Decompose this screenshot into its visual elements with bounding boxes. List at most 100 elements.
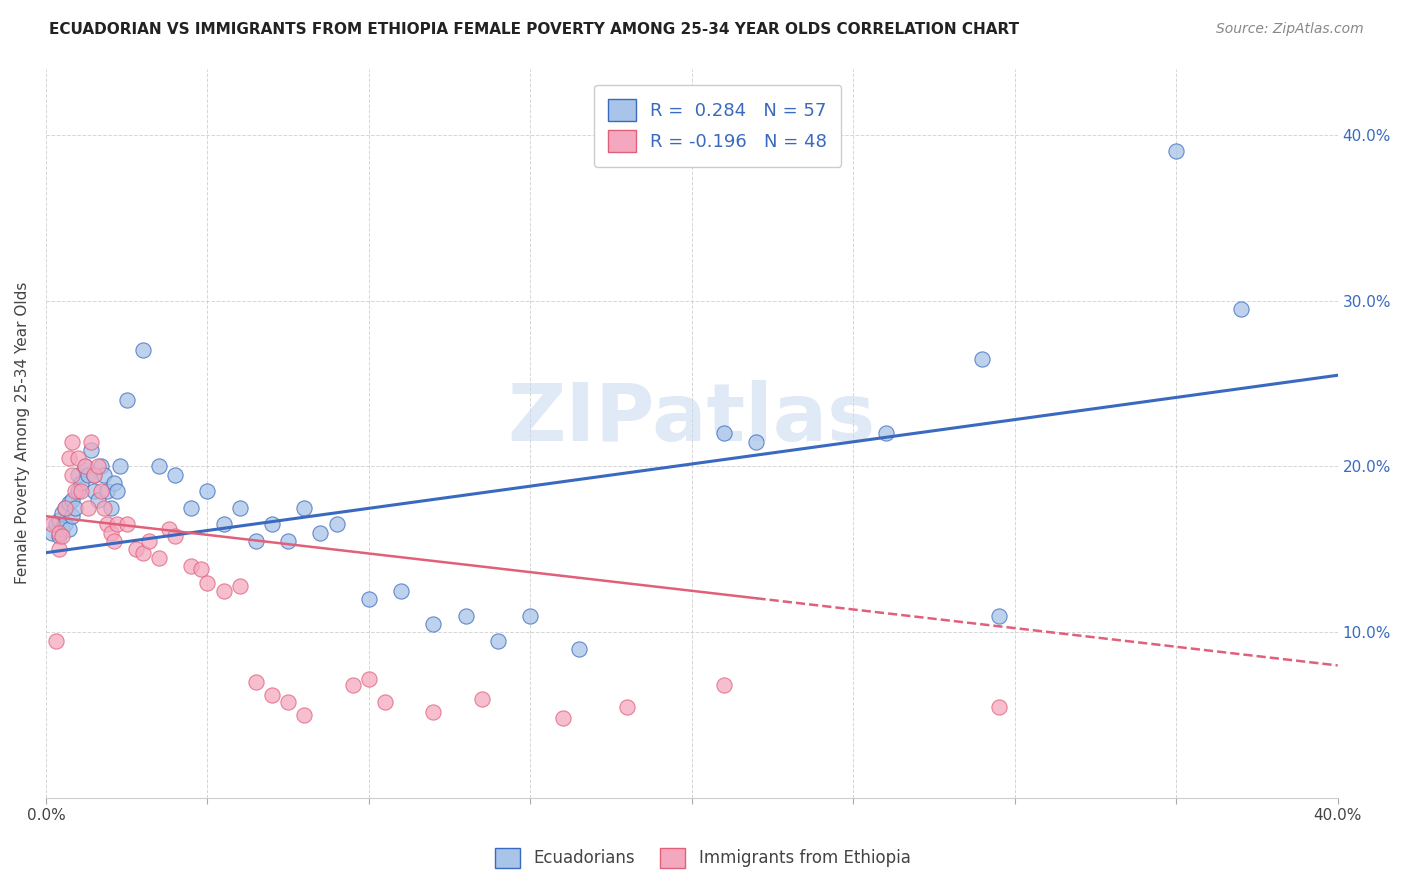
Point: [713, 426, 735, 441]
Point: [422, 705, 444, 719]
Legend: R =  0.284   N = 57, R = -0.196   N = 48: R = 0.284 N = 57, R = -0.196 N = 48: [593, 85, 841, 167]
Point: [51, 529, 73, 543]
Point: [83, 484, 105, 499]
Point: [48, 512, 70, 526]
Point: [86, 459, 108, 474]
Point: [48, 525, 70, 540]
Point: [41, 525, 63, 540]
Point: [987, 608, 1010, 623]
Point: [103, 534, 125, 549]
Point: [125, 542, 148, 557]
Point: [45, 633, 67, 648]
Point: [58, 523, 80, 537]
Point: [41, 517, 63, 532]
Text: Source: ZipAtlas.com: Source: ZipAtlas.com: [1216, 22, 1364, 37]
Point: [325, 517, 347, 532]
Point: [471, 691, 494, 706]
Point: [454, 608, 477, 623]
Legend: Ecuadorians, Immigrants from Ethiopia: Ecuadorians, Immigrants from Ethiopia: [489, 841, 917, 875]
Point: [486, 633, 509, 648]
Point: [103, 476, 125, 491]
Point: [357, 592, 380, 607]
Point: [63, 484, 86, 499]
Point: [212, 517, 235, 532]
Point: [138, 534, 160, 549]
Point: [165, 529, 187, 543]
Point: [180, 500, 202, 515]
Point: [519, 608, 541, 623]
Point: [63, 500, 86, 515]
Text: ECUADORIAN VS IMMIGRANTS FROM ETHIOPIA FEMALE POVERTY AMONG 25-34 YEAR OLDS CORR: ECUADORIAN VS IMMIGRANTS FROM ETHIOPIA F…: [49, 22, 1019, 37]
Point: [277, 534, 299, 549]
Point: [70, 476, 93, 491]
Point: [389, 583, 412, 598]
Point: [96, 484, 118, 499]
Point: [260, 688, 283, 702]
Point: [132, 546, 155, 560]
Point: [972, 351, 994, 366]
Text: ZIPatlas: ZIPatlas: [508, 380, 876, 458]
Point: [93, 467, 115, 482]
Point: [105, 517, 128, 532]
Point: [568, 641, 591, 656]
Point: [60, 467, 83, 482]
Point: [987, 699, 1010, 714]
Point: [1229, 301, 1251, 316]
Point: [67, 451, 90, 466]
Point: [93, 500, 115, 515]
Point: [80, 434, 103, 449]
Y-axis label: Female Poverty Among 25-34 Year Olds: Female Poverty Among 25-34 Year Olds: [15, 282, 30, 584]
Point: [90, 459, 112, 474]
Point: [80, 442, 103, 457]
Point: [110, 459, 132, 474]
Point: [73, 459, 96, 474]
Point: [70, 484, 93, 499]
Point: [100, 525, 122, 540]
Point: [48, 542, 70, 557]
Point: [165, 467, 187, 482]
Point: [60, 492, 83, 507]
Point: [115, 517, 138, 532]
Point: [96, 517, 118, 532]
Point: [115, 393, 138, 408]
Point: [86, 492, 108, 507]
Point: [77, 467, 100, 482]
Point: [260, 517, 283, 532]
Point: [73, 459, 96, 474]
Point: [100, 500, 122, 515]
Point: [83, 467, 105, 482]
Point: [190, 562, 212, 576]
Point: [58, 496, 80, 510]
Point: [67, 467, 90, 482]
Point: [45, 517, 67, 532]
Point: [292, 500, 315, 515]
Point: [53, 500, 76, 515]
Point: [713, 678, 735, 692]
Point: [875, 426, 897, 441]
Point: [616, 699, 638, 714]
Point: [53, 500, 76, 515]
Point: [197, 575, 219, 590]
Point: [277, 695, 299, 709]
Point: [551, 711, 574, 725]
Point: [357, 672, 380, 686]
Point: [745, 434, 768, 449]
Point: [105, 484, 128, 499]
Point: [342, 678, 364, 692]
Point: [53, 517, 76, 532]
Point: [1166, 145, 1188, 159]
Point: [51, 523, 73, 537]
Point: [197, 484, 219, 499]
Point: [212, 583, 235, 598]
Point: [245, 675, 267, 690]
Point: [245, 534, 267, 549]
Point: [83, 467, 105, 482]
Point: [132, 343, 155, 358]
Point: [374, 695, 396, 709]
Point: [90, 484, 112, 499]
Point: [148, 459, 170, 474]
Point: [148, 550, 170, 565]
Point: [60, 509, 83, 524]
Point: [58, 451, 80, 466]
Point: [60, 434, 83, 449]
